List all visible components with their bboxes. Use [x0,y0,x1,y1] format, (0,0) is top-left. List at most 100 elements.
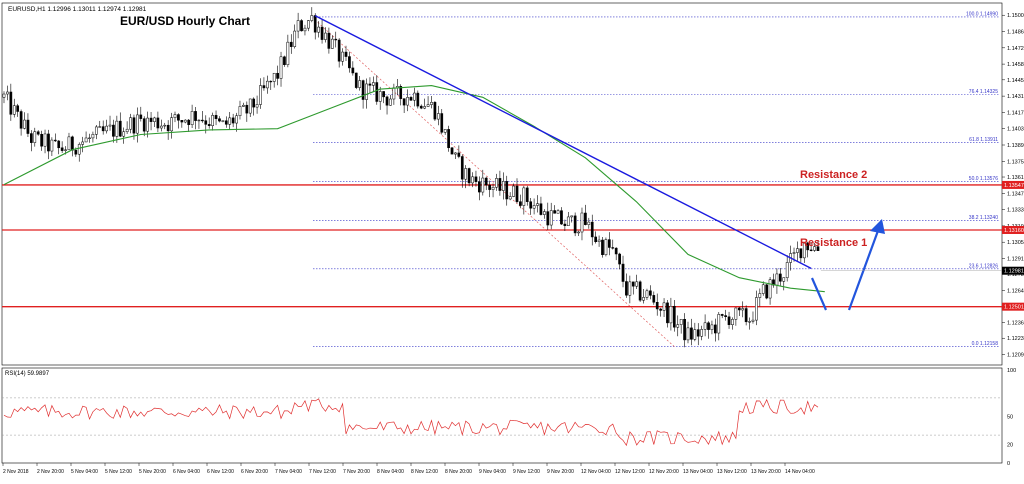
level-price-tag [1002,302,1024,311]
x-tick-label: 9 Nov 04:00 [479,469,506,475]
candle-body [129,117,132,130]
candle-body [621,263,625,282]
candle-body [358,80,362,88]
candle-body [201,119,204,122]
level-price-label: 1.12501 [1004,305,1024,311]
candle-body [737,307,741,311]
candle-body [604,239,608,255]
candle-body [467,168,471,184]
candle-body [662,302,666,311]
candle-body [354,72,358,88]
candle-body [703,322,707,330]
candle-body [317,26,320,33]
candle-body [419,105,423,109]
candle-body [758,293,762,298]
candle-body [522,187,526,206]
candle-body [47,133,50,152]
trend-line [314,15,812,270]
candle-body [177,114,180,121]
x-tick-label: 2 Nov 20:00 [37,469,64,475]
candle-body [570,215,574,218]
candle-body [560,210,563,225]
y-tick-label: 1.15005 [1007,13,1024,19]
x-tick-label: 8 Nov 20:00 [445,469,472,475]
candle-body [768,279,772,299]
candle-body [525,187,529,202]
candle-body [276,72,279,79]
candle-body [498,178,502,191]
candle-body [450,147,454,155]
candle-body [614,247,618,255]
x-tick-label: 6 Nov 04:00 [173,469,200,475]
candle-body [235,115,238,124]
candle-body [303,27,307,32]
x-tick-label: 13 Nov 20:00 [751,469,781,475]
candle-body [211,115,214,126]
candle-body [590,221,594,238]
candle-body [183,119,187,123]
x-tick-label: 13 Nov 12:00 [717,469,747,475]
x-tick-label: 9 Nov 20:00 [547,469,574,475]
moving-average-line [3,85,825,293]
candle-body [577,231,580,234]
rsi-tick-label: 50 [1007,415,1013,421]
candle-body [279,56,283,79]
candle-body [81,141,85,145]
candle-body [543,211,546,215]
rsi-pane-frame [1,367,1003,464]
candle-body [700,329,704,337]
candle-body [501,181,505,191]
candle-body [584,212,587,225]
candle-body [159,125,163,129]
candle-body [515,185,519,202]
current-price-label: 1.12981 [1004,269,1024,275]
candle-body [720,314,724,316]
candle-body [686,327,690,341]
candle-body [293,30,297,47]
y-tick-label: 1.14585 [1007,62,1024,68]
candle-body [26,119,30,134]
candle-body [36,131,40,135]
candle-body [816,246,820,251]
candle-body [488,184,491,190]
y-tick-label: 1.13335 [1007,208,1024,214]
candle-body [580,212,584,233]
y-tick-label: 1.12780 [1007,272,1024,278]
candle-body [136,114,139,134]
candle-body [426,104,430,107]
candle-body [457,152,461,157]
candle-body [625,281,628,296]
candle-body [197,119,201,122]
candle-body [307,20,310,29]
candle-body [296,20,300,32]
candle-body [799,248,803,259]
candle-body [433,102,437,120]
candle-body [12,105,16,115]
candle-body [337,39,341,62]
candle-body [443,129,447,133]
candle-body [91,134,95,139]
candle-body [478,181,481,193]
candle-body [40,133,43,147]
candle-body [744,308,748,323]
candle-body [731,319,734,325]
candle-body [587,221,591,225]
candle-body [669,305,673,324]
candle-body [19,111,23,129]
candle-body [413,92,416,101]
candle-body [679,318,683,325]
candle-body [717,314,721,334]
candle-body [344,51,348,57]
candle-body [190,111,194,125]
candle-body [269,80,273,83]
candle-body [761,284,765,294]
candle-body [94,126,98,135]
candle-body [652,295,656,303]
candle-body [166,124,170,132]
candle-body [84,137,88,143]
candle-body [330,38,334,49]
candle-body [372,82,375,86]
candle-body [672,305,676,328]
